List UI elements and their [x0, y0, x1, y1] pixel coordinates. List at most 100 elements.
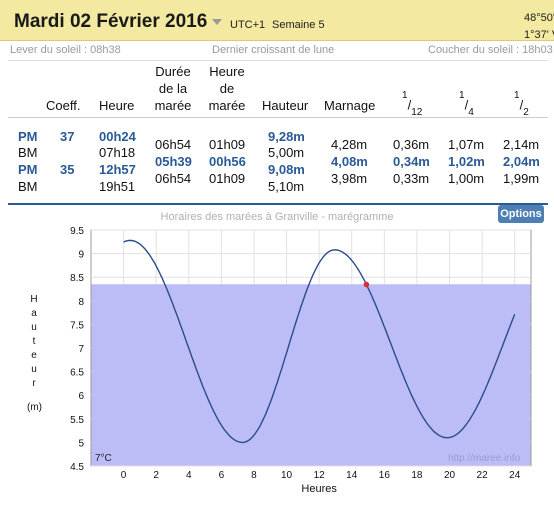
frac2-num: 1 — [514, 90, 520, 101]
x-tick-label: 16 — [379, 470, 391, 481]
y-tick-label: 4.5 — [70, 462, 84, 473]
tide-hour: 01h09 — [209, 137, 246, 152]
tide-type: PM — [18, 162, 38, 177]
week-label: Semaine 5 — [272, 19, 325, 31]
x-tick-label: 14 — [346, 470, 358, 481]
y-label-letter: e — [31, 350, 37, 361]
y-tick-label: 6.5 — [70, 368, 84, 379]
x-tick-label: 18 — [411, 470, 423, 481]
y-tick-labels: 4.5 5 5.5 6 6.5 7 7.5 8 8.5 9 9.5 — [70, 226, 84, 473]
col-heure-maree-line1: Heure — [209, 64, 245, 79]
y-label-letter: u — [31, 364, 37, 375]
date-title[interactable]: Mardi 02 Février 2016 — [14, 11, 208, 32]
tide-time: 00h24 — [99, 129, 136, 144]
y-tick-label: 9 — [78, 250, 84, 261]
col-heure-maree-line2: de — [219, 81, 235, 96]
tide-range: 3,98m — [331, 171, 368, 186]
x-tick-label: 24 — [509, 470, 521, 481]
divider — [8, 60, 548, 61]
tide-time: 12h57 — [99, 162, 136, 177]
current-level-fill — [91, 284, 531, 466]
y-tick-label: 8 — [78, 297, 84, 308]
tide-curve — [123, 239, 516, 444]
tide-time: 07h18 — [99, 145, 136, 160]
y-label-letter: r — [32, 378, 36, 389]
tide-height: 9,08m — [268, 162, 305, 177]
tide-duration: 06h54 — [155, 171, 192, 186]
options-button[interactable]: Options — [498, 205, 544, 223]
y-axis-label: Hauteur — [30, 294, 37, 389]
tide-time: 19h51 — [99, 179, 136, 194]
x-tick-label: 10 — [281, 470, 293, 481]
col-marnage: Marnage — [324, 98, 376, 113]
tide-height: 9,28m — [268, 129, 305, 144]
tide-type: BM — [18, 145, 38, 160]
y-tick-label: 7 — [78, 344, 84, 355]
chart-title: Horaires des marées à Granville - marégr… — [160, 211, 394, 223]
col-frac4: 1/4 — [459, 90, 474, 118]
x-tick-labels: 0 2 4 6 8 10 12 14 16 18 20 22 24 — [121, 470, 521, 481]
col-hauteur: Hauteur — [262, 98, 309, 113]
y-tick-label: 6 — [78, 391, 84, 402]
y-label-letter: u — [31, 322, 37, 333]
tide-hour: 01h09 — [209, 171, 246, 186]
tide-twelfth: 0,34m — [393, 154, 430, 169]
tide-coeff: 37 — [60, 129, 75, 144]
x-tick-label: 6 — [219, 470, 225, 481]
frac4-num: 1 — [459, 90, 465, 101]
x-axis-label: Heures — [301, 483, 337, 495]
col-duree-line1: Durée — [155, 64, 191, 79]
sunset-text: Coucher du soleil : 18h03 — [428, 44, 553, 56]
sunrise-text: Lever du soleil : 08h38 — [10, 44, 121, 56]
frac2-den: 2 — [523, 106, 529, 118]
col-duree-line2: de la — [158, 81, 188, 96]
tide-twelfth: 0,36m — [393, 137, 430, 152]
y-tick-label: 9.5 — [70, 226, 84, 237]
tide-half: 1,99m — [503, 171, 540, 186]
tide-quarter: 1,02m — [448, 154, 485, 169]
water-level-area — [91, 284, 531, 466]
tide-half: 2,04m — [503, 154, 540, 169]
col-coeff: Coeff. — [46, 98, 81, 113]
moon-phase-text: Dernier croissant de lune — [212, 44, 335, 56]
table-bottom-rule — [8, 203, 548, 205]
tide-range: 4,08m — [331, 154, 368, 169]
tide-quarter: 1,00m — [448, 171, 485, 186]
tide-twelfth: 0,33m — [393, 171, 430, 186]
tide-coeff: 35 — [60, 162, 75, 177]
y-tick-label: 8.5 — [70, 273, 84, 284]
coordinates: 48°50' 1°37' V — [524, 10, 554, 44]
col-frac2: 1/2 — [514, 90, 529, 118]
frac12-den: 12 — [411, 106, 423, 118]
tide-duration: 05h39 — [155, 154, 192, 169]
frac4-den: 4 — [468, 106, 474, 118]
x-tick-label: 4 — [186, 470, 192, 481]
col-duree: Durée de la marée — [150, 63, 196, 114]
y-axis-unit: (m) — [27, 402, 42, 413]
y-tick-label: 5 — [78, 438, 84, 449]
y-tick-label: 7.5 — [70, 320, 84, 331]
tide-range: 4,28m — [331, 137, 368, 152]
x-tick-label: 20 — [444, 470, 456, 481]
chevron-down-icon[interactable] — [212, 19, 222, 25]
tide-height: 5,00m — [268, 145, 305, 160]
col-heure-maree: Heure de marée — [204, 63, 250, 114]
frac12-num: 1 — [402, 90, 408, 101]
tide-type: PM — [18, 129, 38, 144]
x-tick-label: 12 — [314, 470, 326, 481]
col-heure-maree-line3: marée — [208, 98, 246, 113]
watermark: http://maree.info — [448, 453, 521, 464]
x-tick-label: 8 — [251, 470, 257, 481]
longitude: 1°37' V — [524, 29, 554, 41]
latitude: 48°50' — [524, 12, 554, 24]
temperature-label: 7°C — [95, 453, 112, 464]
y-label-letter: t — [33, 336, 36, 347]
tide-height: 5,10m — [268, 179, 305, 194]
x-tick-label: 22 — [477, 470, 489, 481]
col-heure: Heure — [99, 98, 135, 113]
header-divider — [8, 117, 548, 118]
x-tick-label: 2 — [153, 470, 159, 481]
current-time-dot — [363, 281, 370, 288]
tide-quarter: 1,07m — [448, 137, 485, 152]
